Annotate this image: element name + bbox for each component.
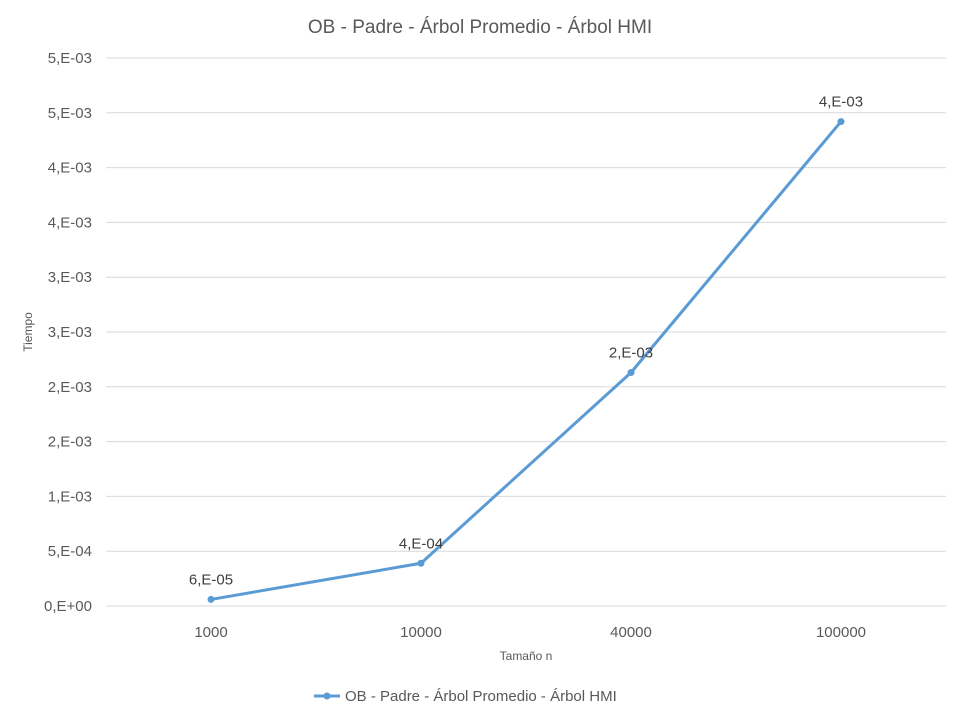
y-tick-label: 3,E-03 xyxy=(48,269,92,286)
y-tick-label: 2,E-03 xyxy=(48,434,92,451)
y-tick-label: 5,E-03 xyxy=(48,105,92,122)
data-point xyxy=(207,595,215,603)
x-tick-label: 40000 xyxy=(610,624,652,641)
y-tick-label: 4,E-03 xyxy=(48,160,92,177)
gridlines xyxy=(106,57,946,607)
data-label: 4,E-03 xyxy=(819,94,863,111)
y-tick-label: 1,E-03 xyxy=(48,488,92,505)
legend-point-marker xyxy=(323,692,331,700)
data-point xyxy=(837,118,845,126)
y-axis-title: Tiempo xyxy=(21,312,35,352)
y-tick-label: 3,E-03 xyxy=(48,324,92,341)
data-point xyxy=(627,369,635,377)
y-tick-label: 0,E+00 xyxy=(44,598,92,615)
data-label: 6,E-05 xyxy=(189,571,233,588)
legend: OB - Padre - Árbol Promedio - Árbol HMI xyxy=(314,688,617,705)
data-label: 2,E-03 xyxy=(609,345,653,362)
data-label: 4,E-04 xyxy=(399,535,443,552)
chart-title: OB - Padre - Árbol Promedio - Árbol HMI xyxy=(308,17,652,38)
x-tick-label: 100000 xyxy=(816,624,866,641)
y-tick-label: 5,E-04 xyxy=(48,543,92,560)
y-tick-label: 2,E-03 xyxy=(48,379,92,396)
x-axis-ticks: 1000 10000 40000 100000 xyxy=(194,624,866,641)
x-axis-title: Tamaño n xyxy=(500,649,553,663)
y-axis-ticks: 0,E+00 5,E-04 1,E-03 2,E-03 2,E-03 3,E-03 3,E-… xyxy=(44,50,92,615)
series-line xyxy=(209,120,843,601)
series-layer: 6,E-05 4,E-04 2,E-03 4,E-03 xyxy=(189,94,863,603)
x-tick-label: 1000 xyxy=(194,624,227,641)
y-tick-label: 4,E-03 xyxy=(48,214,92,231)
legend-label: OB - Padre - Árbol Promedio - Árbol HMI xyxy=(345,688,617,705)
x-tick-label: 10000 xyxy=(400,624,442,641)
y-tick-label: 5,E-03 xyxy=(48,50,92,67)
data-point xyxy=(417,559,425,567)
